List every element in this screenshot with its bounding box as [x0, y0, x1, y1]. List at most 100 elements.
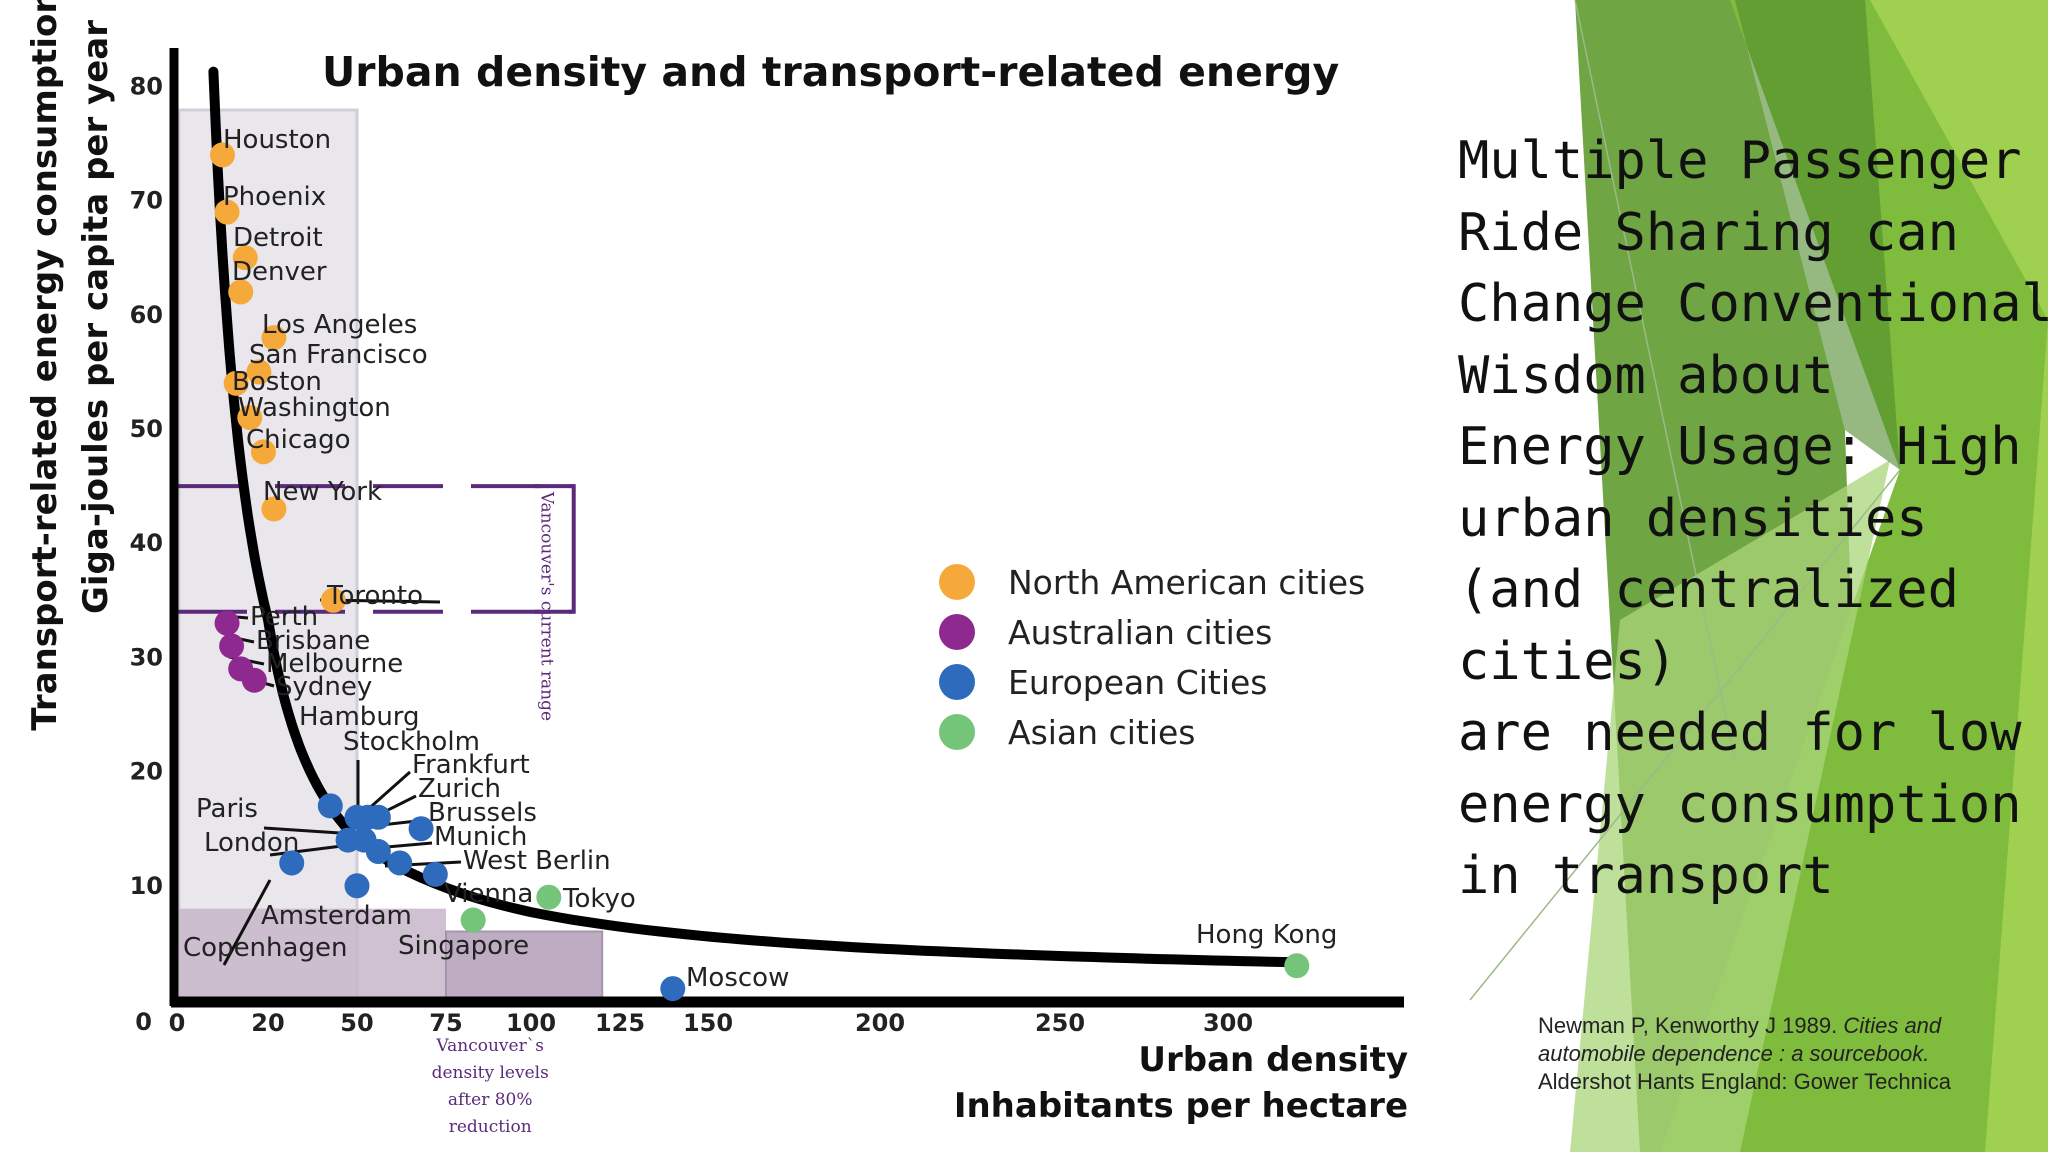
vancouver-future-note: Vancouver`s — [435, 1036, 544, 1056]
city-label: Hamburg — [299, 702, 420, 732]
city-label: Copenhagen — [183, 933, 347, 963]
city-label: Phoenix — [223, 182, 326, 212]
city-label: Los Angeles — [262, 310, 417, 340]
data-point — [1284, 953, 1310, 979]
citation-title-part1: Cities and — [1843, 1013, 1942, 1038]
headline-line: Wisdom about — [1458, 345, 1834, 406]
axes: 0 10 20 30 40 50 60 70 80 0 20 50 75 100 125 150 200 250 3… — [130, 48, 1404, 1037]
city-label: New York — [263, 477, 382, 507]
data-point — [351, 827, 377, 853]
y-tick-label: 70 — [130, 187, 163, 215]
data-point — [241, 667, 267, 693]
vancouver-current-note: Vancouver's current range — [537, 491, 557, 721]
y-tick-label: 50 — [130, 415, 163, 443]
headline-line: Energy Usage: High — [1458, 417, 2022, 477]
headline-line: urban densities — [1458, 488, 1928, 549]
x-axis-subtitle: Inhabitants per hectare — [954, 1086, 1408, 1126]
leader-line — [263, 826, 341, 835]
city-label: London — [204, 828, 299, 858]
data-point — [246, 359, 272, 385]
city-label: Singapore — [398, 931, 529, 961]
deco-shape-main — [1660, 0, 2048, 1152]
legend-marker — [939, 664, 975, 700]
vancouver-bracket — [534, 484, 576, 614]
city-label: Paris — [196, 794, 258, 824]
data-point — [237, 405, 263, 431]
chart-title: Urban density and transport-related ener… — [322, 48, 1339, 96]
x-tick-label: 75 — [429, 1009, 462, 1037]
city-labels: Houston Phoenix Detroit Denver Los AngelesSa… — [183, 125, 1337, 993]
citation-authors: Newman P, Kenworthy J 1989. — [1538, 1013, 1844, 1038]
vancouver-future-note: density levels — [432, 1063, 549, 1083]
x-tick-label: 250 — [1035, 1009, 1085, 1037]
deco-shape-pale — [1570, 460, 1890, 1152]
x-tick-label: 50 — [340, 1009, 373, 1037]
y-tick-label: 0 — [135, 1008, 152, 1036]
legend-marker — [939, 564, 975, 600]
city-label: Moscow — [686, 963, 789, 993]
headline-line: are needed for low — [1458, 703, 2022, 763]
y-tick-label: 80 — [130, 72, 163, 100]
city-label: Detroit — [233, 223, 323, 253]
deco-shape-shadow — [1735, 0, 1900, 470]
deco-line — [1469, 469, 1901, 1001]
data-point — [344, 873, 370, 899]
x-tick-label: 20 — [251, 1009, 284, 1037]
data-point — [660, 976, 686, 1002]
city-label: Washington — [238, 393, 391, 423]
data-point — [250, 439, 276, 465]
data-point — [214, 610, 240, 636]
city-label: Munich — [434, 822, 527, 852]
data-point — [365, 804, 391, 830]
x-tick-label: 300 — [1203, 1009, 1253, 1037]
y-axis-subtitle: Giga-joules per capita per year — [76, 20, 116, 614]
y-tick-label: 20 — [130, 758, 163, 786]
x-tick-label: 150 — [683, 1009, 733, 1037]
data-point — [536, 884, 562, 910]
city-label: Frankfurt — [412, 750, 530, 780]
x-tick-label: 200 — [855, 1009, 905, 1037]
x-tick-label: 125 — [595, 1009, 645, 1037]
city-label: San Francisco — [249, 340, 428, 370]
data-point — [261, 496, 287, 522]
legend-label: European Cities — [1008, 663, 1268, 702]
data-point — [408, 816, 434, 842]
city-label: West Berlin — [463, 846, 611, 876]
data-point — [317, 793, 343, 819]
city-label: Chicago — [246, 425, 351, 455]
city-label: Amsterdam — [261, 901, 412, 931]
city-label: Hong Kong — [1196, 920, 1337, 950]
data-points — [210, 142, 1310, 1002]
headline-line: in transport — [1458, 846, 1834, 906]
city-label: Tokyo — [562, 884, 636, 914]
city-label: Boston — [232, 367, 322, 397]
y-tick-label: 30 — [130, 643, 163, 671]
city-label: Denver — [232, 257, 327, 287]
y-tick-label: 60 — [130, 301, 163, 329]
headline-line: Ride Sharing can — [1458, 202, 1959, 263]
low-energy-band — [179, 908, 446, 1000]
city-label: Vienna — [444, 879, 533, 909]
data-point — [228, 279, 254, 305]
data-point — [387, 850, 413, 876]
legend-marker — [939, 714, 975, 750]
data-point — [261, 325, 287, 351]
legend-label: Australian cities — [1008, 613, 1272, 652]
leader-line — [364, 770, 411, 814]
legend: North American cities Australian cities Eu… — [939, 563, 1365, 752]
x-axis-title: Urban density — [1138, 1040, 1408, 1080]
data-point — [232, 245, 258, 271]
data-point — [219, 633, 245, 659]
data-point — [214, 199, 240, 225]
x-tick-label: 0 — [169, 1009, 186, 1037]
leader-line — [269, 843, 351, 857]
deco-line — [1574, 0, 1736, 761]
data-point — [279, 850, 305, 876]
city-label: Brussels — [428, 798, 537, 828]
y-tick-label: 10 — [130, 872, 163, 900]
leader-line — [222, 879, 272, 966]
headline: Multiple Passenger Ride Sharing can Change… — [1458, 126, 2048, 913]
city-label: Toronto — [326, 581, 423, 611]
headline-line: (and centralized — [1458, 560, 1959, 620]
